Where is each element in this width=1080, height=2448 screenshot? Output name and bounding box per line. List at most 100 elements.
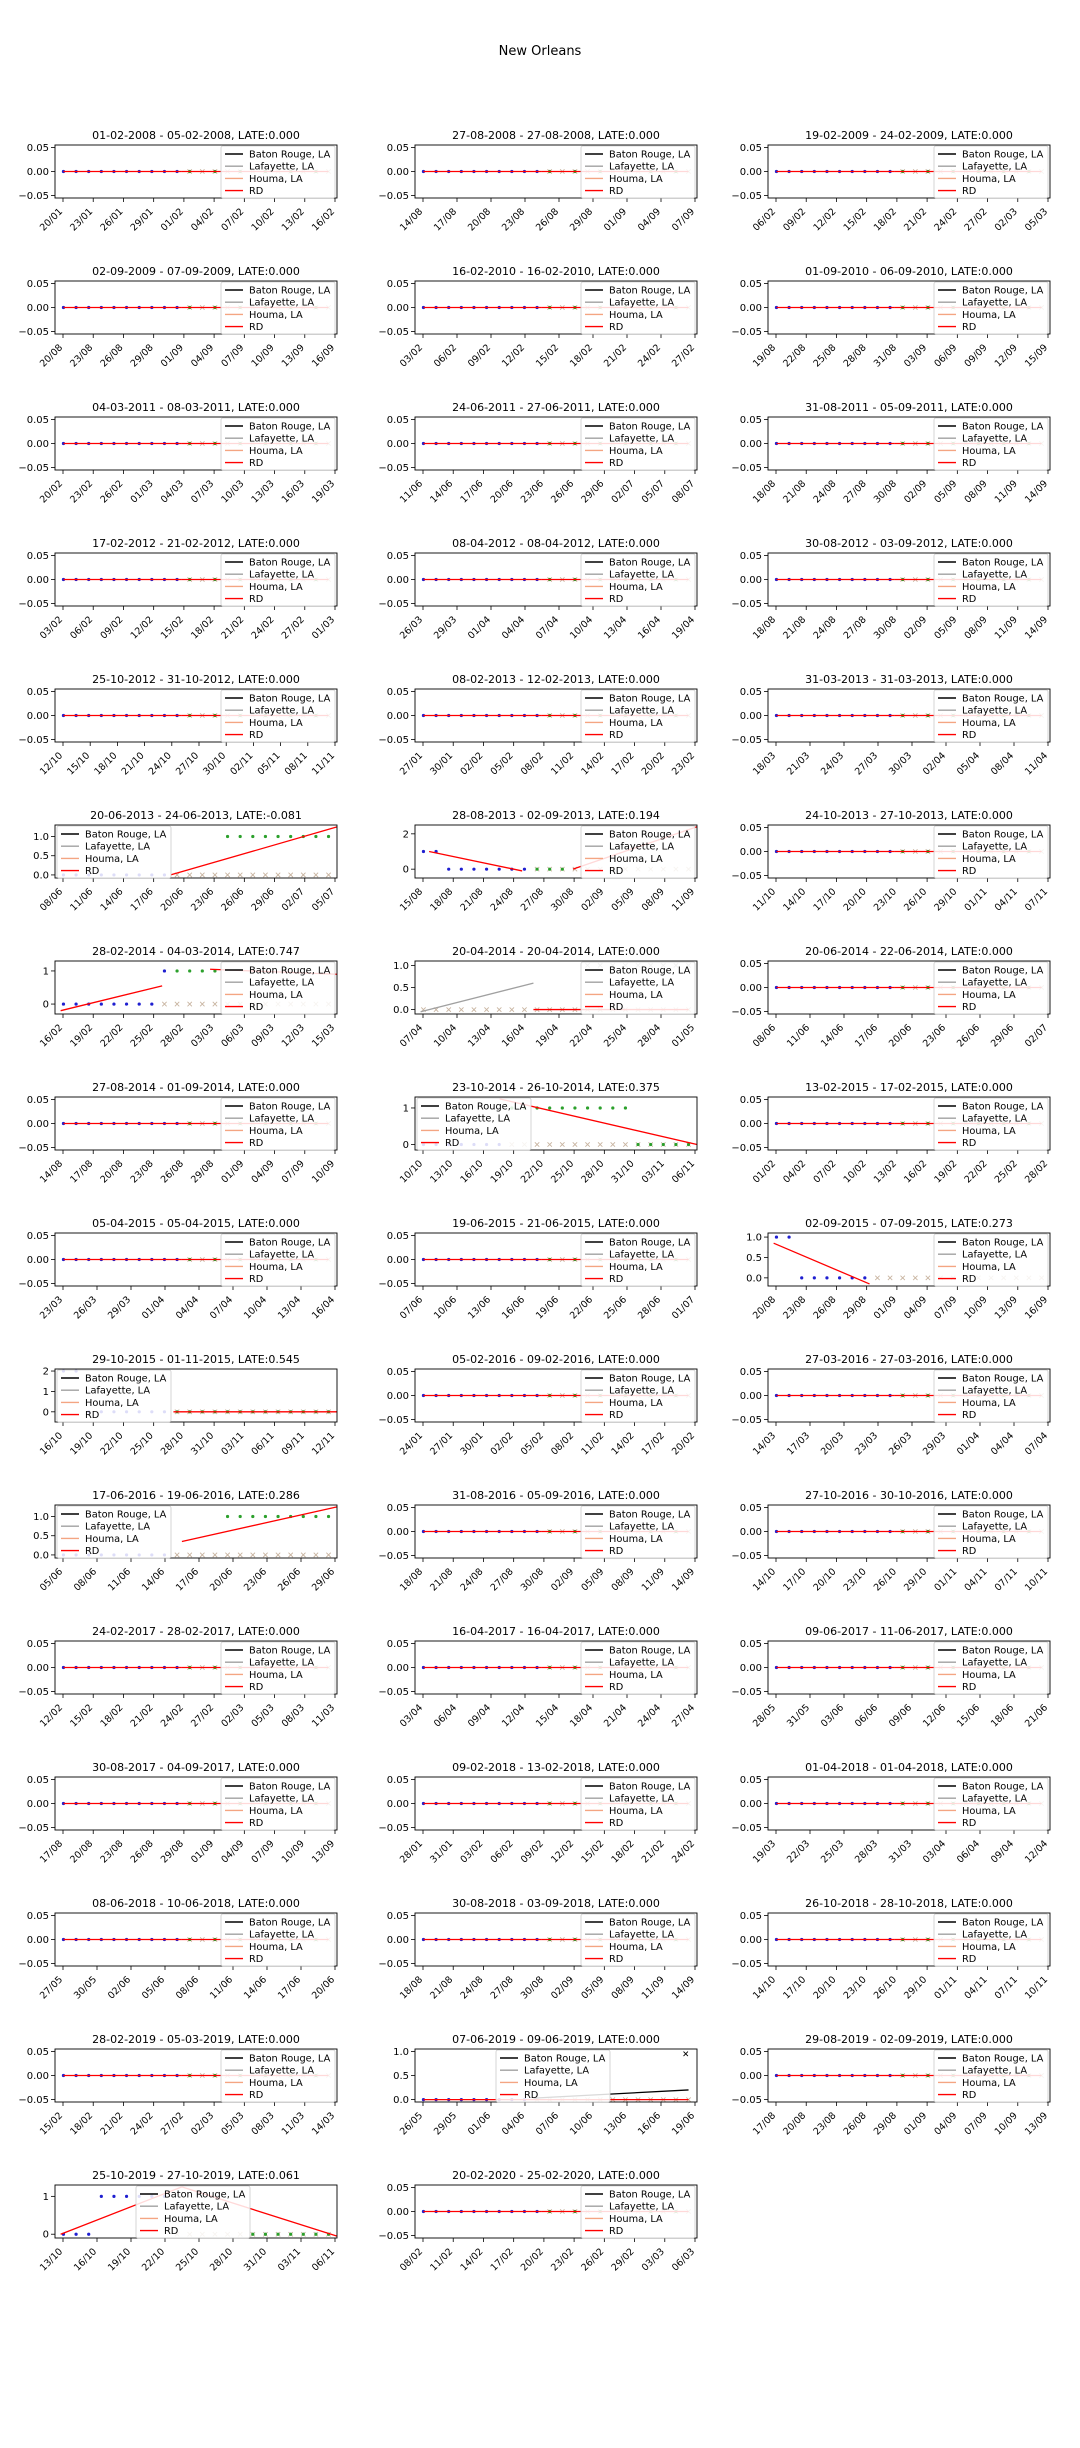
x-tick-label: 13/02: [280, 206, 307, 233]
data-point-x: [161, 1001, 167, 1007]
x-tick-label: 07/11: [1023, 886, 1050, 913]
x-tick-label: 13/02: [872, 1158, 899, 1185]
legend-label: Lafayette, LA: [249, 1658, 314, 1669]
x-tick-label: 01/02: [159, 206, 186, 233]
y-tick-label: −0.05: [18, 463, 49, 474]
axes-frame: [54, 688, 338, 743]
x-tick-label: 31/10: [610, 1158, 637, 1185]
x-tick-label: 31/03: [887, 1838, 914, 1865]
legend-label: Houma, LA: [609, 1262, 663, 1273]
x-tick-label: 09/03: [250, 1022, 277, 1049]
x-tick-label: 02/09: [902, 614, 929, 641]
x-tick-label: 08/04: [989, 750, 1016, 777]
y-tick-label: 1: [43, 2192, 49, 2203]
x-tick-label: 14/06: [428, 478, 455, 505]
x-tick-label: 06/09: [932, 342, 959, 369]
x-tick-label: 12/03: [280, 1022, 307, 1049]
x-tick-label: 21/02: [640, 1838, 667, 1865]
x-tick-label: 10/04: [242, 1294, 269, 1321]
x-tick-label: 23/06: [242, 1566, 269, 1593]
x-tick-label: 22/10: [519, 1158, 546, 1185]
legend-label: Baton Rouge, LA: [962, 694, 1044, 705]
x-tick-label: 07/04: [208, 1294, 235, 1321]
x-tick-label: 28/03: [853, 1838, 880, 1865]
data-point-x: [585, 1142, 591, 1148]
x-tick-label: 15/02: [68, 1702, 95, 1729]
legend-box: [933, 825, 1049, 879]
legend-label: Baton Rouge, LA: [962, 830, 1044, 841]
x-tick-label: 05/02: [519, 1430, 546, 1457]
data-point-pre: [459, 867, 463, 871]
x-tick-label: 10/09: [280, 1838, 307, 1865]
subplot-title: 05-04-2015 - 05-04-2015, LATE:0.000: [92, 1217, 300, 1230]
data-point-pre: [522, 867, 527, 871]
legend-label: Baton Rouge, LA: [249, 1238, 331, 1249]
x-tick-label: 06/02: [68, 614, 95, 641]
data-point-post: [225, 1514, 230, 1519]
x-tick-label: 07/06: [398, 1294, 425, 1321]
x-tick-label: 20/08: [38, 342, 65, 369]
x-tick-label: 03/11: [276, 2246, 303, 2273]
x-tick-label: 15/10: [65, 750, 92, 777]
x-tick-label: 19/03: [310, 478, 337, 505]
legend-label: RD: [962, 1954, 976, 1965]
x-tick-label: 31/08: [872, 342, 899, 369]
y-tick-label: 0.0: [393, 2095, 409, 2106]
x-tick-label: 25/02: [129, 1022, 156, 1049]
x-tick-label: 01/07: [670, 1294, 697, 1321]
x-tick-label: 11/06: [106, 1566, 133, 1593]
subplot: 31-03-2013 - 31-03-2013, LATE:0.000 0.05 0…: [731, 673, 1051, 777]
y-tick-label: 0.05: [27, 143, 49, 154]
legend-label: RD: [962, 1002, 976, 1013]
legend-label: Houma, LA: [962, 1262, 1016, 1273]
x-tick-label: 21/02: [219, 614, 246, 641]
subplot-title: 20-02-2020 - 25-02-2020, LATE:0.000: [452, 2169, 660, 2182]
y-tick-label: 2: [43, 1367, 49, 1378]
y-tick-label: −0.05: [18, 1959, 49, 1970]
x-tick-label: 05/06: [140, 1974, 167, 2001]
x-tick-label: 29/03: [921, 1430, 948, 1457]
data-point-x: [458, 1007, 464, 1013]
subplot: 16-04-2017 - 16-04-2017, LATE:0.000 0.05 0…: [378, 1625, 698, 1729]
x-tick-label: 05/07: [640, 478, 667, 505]
legend-label: Houma, LA: [962, 2078, 1016, 2089]
data-point-pre: [61, 1002, 66, 1006]
x-tick-label: 21/06: [1023, 1702, 1050, 1729]
x-tick-label: 13/10: [38, 2246, 65, 2273]
x-tick-label: 23/08: [129, 1158, 156, 1185]
x-tick-label: 25/03: [819, 1838, 846, 1865]
y-tick-label: −0.05: [18, 1823, 49, 1834]
x-tick-label: 24/02: [250, 614, 277, 641]
legend-label: Baton Rouge, LA: [85, 1374, 167, 1385]
legend-label: Baton Rouge, LA: [249, 1646, 331, 1657]
x-tick-label: 06/03: [670, 2246, 697, 2273]
legend-label: Lafayette, LA: [249, 706, 314, 717]
x-tick-label: 27/01: [398, 750, 425, 777]
legend-label: Houma, LA: [962, 582, 1016, 593]
x-tick-label: 13/10: [428, 1158, 455, 1185]
x-tick-label: 30/01: [458, 1430, 485, 1457]
legend-label: Baton Rouge, LA: [962, 422, 1044, 433]
data-point-pre: [447, 867, 451, 871]
x-tick-label: 23/08: [500, 206, 527, 233]
data-point-x: [610, 1142, 616, 1148]
x-tick-label: 11/09: [670, 886, 697, 913]
x-tick-label: 26/08: [811, 1294, 838, 1321]
y-tick-label: −0.05: [378, 327, 409, 338]
subplot-title: 31-03-2013 - 31-03-2013, LATE:0.000: [805, 673, 1013, 686]
x-tick-label: 21/02: [602, 342, 629, 369]
x-tick-label: 03/11: [219, 1430, 246, 1457]
x-tick-label: 29/08: [129, 342, 156, 369]
y-tick-label: 0.5: [746, 1253, 762, 1264]
legend-label: Baton Rouge, LA: [164, 2190, 246, 2201]
legend-label: RD: [249, 322, 263, 333]
subplot-title: 20-04-2014 - 20-04-2014, LATE:0.000: [452, 945, 660, 958]
legend-label: Houma, LA: [609, 1806, 663, 1817]
legend-label: Lafayette, LA: [249, 1930, 314, 1941]
legend-label: Lafayette, LA: [962, 978, 1027, 989]
y-tick-label: 0.05: [27, 1775, 49, 1786]
legend-label: Baton Rouge, LA: [249, 1102, 331, 1113]
data-point-post: [585, 1106, 590, 1110]
legend-label: Baton Rouge, LA: [962, 1102, 1044, 1113]
axes-frame: [54, 552, 338, 607]
